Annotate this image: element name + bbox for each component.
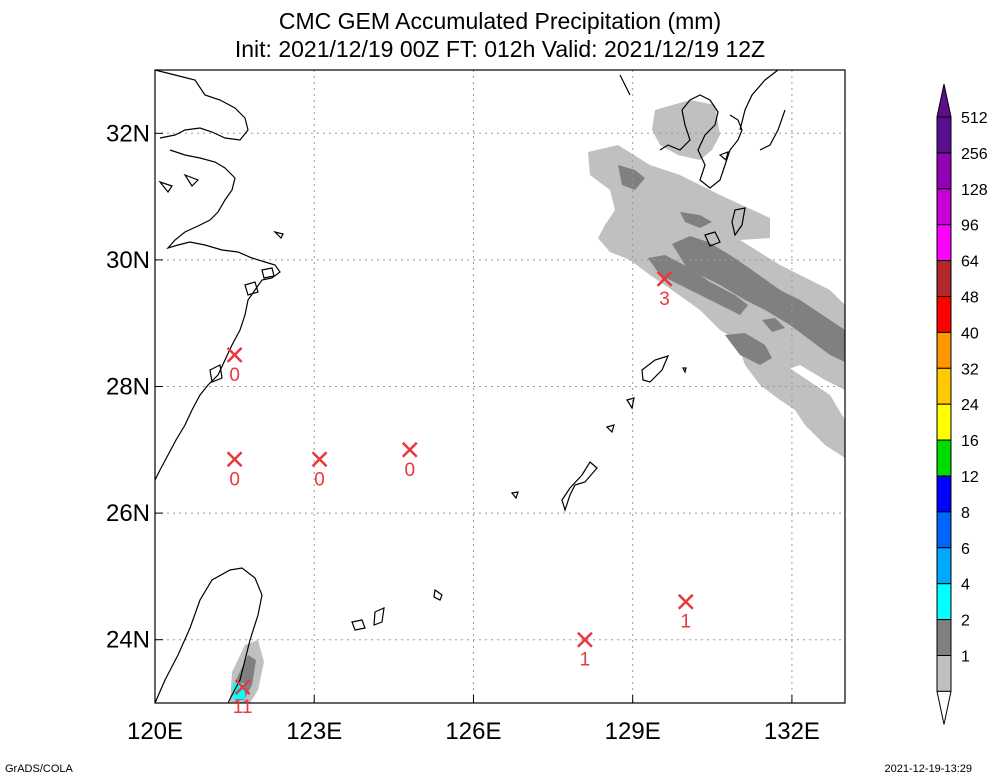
station-marker: 3 [656,271,673,310]
footer-right: 2021-12-19-13:29 [884,763,972,775]
precip-dark-1 [618,165,645,190]
precip-dark [233,165,845,700]
precip-dark-6 [762,318,785,332]
lat-tick-label: 32N [106,120,150,147]
colorbar-swatch [936,583,952,621]
station-value: 1 [580,650,591,671]
station-value: 3 [659,289,670,310]
station-value: 0 [314,469,325,490]
colorbar-label: 96 [961,218,979,235]
colorbar-top-arrow [936,83,952,118]
colorbar-bottom-arrow [936,690,952,725]
colorbar-swatch [936,152,952,190]
coast-taiwan [154,567,263,704]
colorbar-label: 6 [961,541,970,558]
coast-kyushu [619,69,786,189]
station-value: 0 [229,365,240,386]
footer-left: GrADS/COLA [5,763,73,775]
colorbar-label: 256 [961,146,988,163]
station-x-mark [311,451,328,468]
coastlines [154,69,786,704]
lon-axis: 120E 123E 126E 129E 132E [127,695,820,745]
station-x-mark [401,441,418,458]
precip-dark-5 [725,333,772,365]
colorbar-label: 128 [961,182,988,199]
station-marker: 11 [233,679,253,718]
station-marker: 0 [226,346,243,386]
chart-subtitle: Init: 2021/12/19 00Z FT: 012h Valid: 202… [234,36,766,62]
lon-tick-label: 129E [605,718,661,745]
colorbar-swatch [936,439,952,477]
colorbar-label: 64 [961,254,979,271]
station-value: 0 [229,469,240,490]
colorbar-swatch [936,296,952,333]
station-value: 11 [233,697,253,718]
lat-tick-label: 28N [106,374,150,401]
chart-title: CMC GEM Accumulated Precipitation (mm) [278,8,722,34]
colorbar-swatch [936,655,952,692]
station-marker: 0 [311,451,328,490]
colorbar-swatch [936,367,952,405]
colorbar-swatch [936,116,952,154]
colorbar-swatch [936,224,952,262]
colorbar-swatch [936,511,952,549]
colorbar-swatch [936,331,952,369]
lat-tick-label: 24N [106,627,150,654]
colorbar-label: 1 [961,649,970,666]
precip-dark-3 [672,236,845,362]
colorbar-swatch [936,475,952,513]
lat-axis: 32N 30N 28N 26N 24N [106,120,163,654]
precip-light [230,100,845,703]
coast-china [154,69,281,481]
station-value: 1 [680,612,691,633]
precip-light-tail [735,335,845,458]
colorbar-label: 4 [961,577,970,594]
lat-tick-label: 26N [106,500,150,527]
coast-china-islands [158,173,284,383]
colorbar-swatch [936,260,952,298]
lat-tick-label: 30N [106,247,150,274]
station-x-mark [677,593,694,610]
colorbar-swatch [936,403,952,441]
colorbar-swatch [936,188,952,226]
colorbar-label: 24 [961,397,979,414]
station-x-mark [226,346,243,363]
colorbar-label: 12 [961,469,979,486]
station-x-mark [234,679,251,696]
station-marker: 1 [677,593,694,633]
station-marker: 0 [401,441,418,481]
colorbar-label: 8 [961,505,970,522]
lon-tick-label: 120E [127,718,183,745]
station-x-mark [577,631,593,648]
colorbar-swatch [936,619,952,656]
colorbar-label: 2 [961,613,970,630]
lon-tick-label: 126E [445,718,501,745]
station-x-mark [226,451,243,468]
coast-islands-ryukyu [351,151,746,631]
precip-dark-2 [680,212,712,228]
colorbar-label: 512 [961,110,988,127]
colorbar-label: 40 [961,325,979,342]
station-marker: 1 [577,631,593,671]
precip-dark-4 [648,255,748,315]
station-marker: 0 [226,451,243,490]
colorbar-label: 32 [961,361,979,378]
station-value: 0 [404,460,415,481]
colorbar-label: 48 [961,290,979,307]
lon-tick-label: 123E [286,718,342,745]
colorbar-swatch [936,547,952,585]
lon-tick-label: 132E [764,718,820,745]
map-grid [155,70,845,703]
station-x-mark [656,271,673,287]
colorbar-label: 16 [961,433,979,450]
